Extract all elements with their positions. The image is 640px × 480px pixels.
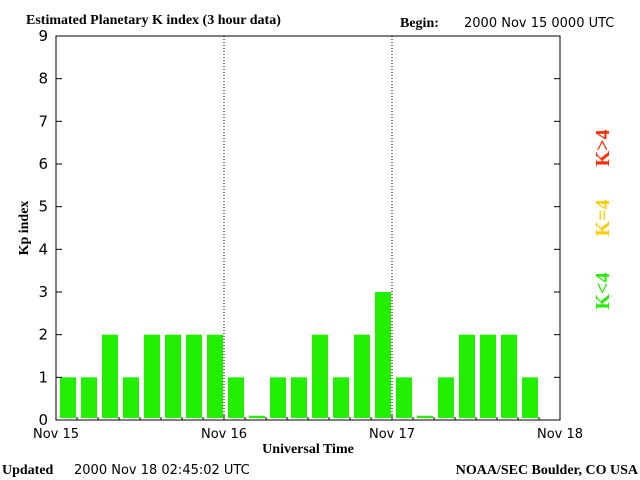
legend-k-equal-4: K=4 [592, 200, 614, 237]
bars [60, 292, 538, 418]
bar [459, 334, 475, 418]
y-tick-label: 8 [38, 70, 48, 88]
y-tick-label: 5 [38, 198, 48, 216]
bar [60, 377, 76, 418]
y-axis-label: Kp index [17, 201, 32, 256]
bar [480, 334, 496, 418]
bar [102, 334, 118, 418]
y-tick-label: 4 [38, 240, 48, 258]
bar [438, 377, 454, 418]
bar [207, 334, 223, 418]
y-tick-label: 3 [38, 283, 48, 301]
bar [186, 334, 202, 418]
x-tick-label: Nov 15 [33, 427, 79, 442]
bar [501, 334, 517, 418]
y-tick-labels: 0 1 2 3 4 5 6 7 8 9 [38, 27, 48, 429]
bar [165, 334, 181, 418]
bar [249, 415, 265, 418]
bar [144, 334, 160, 418]
y-tick-label: 9 [38, 27, 48, 45]
bar [375, 292, 391, 418]
bar [228, 377, 244, 418]
y-tick-label: 0 [38, 411, 48, 429]
bar [522, 377, 538, 418]
x-tick-label: Nov 17 [369, 427, 415, 442]
updated-label: Updated [2, 463, 54, 478]
y-tick-label: 2 [38, 326, 48, 344]
bar [123, 377, 139, 418]
bar [312, 334, 328, 418]
begin-label: Begin: [400, 16, 439, 31]
x-tick-label: Nov 18 [537, 427, 583, 442]
axis-ticks [55, 35, 561, 421]
y-tick-label: 1 [38, 368, 48, 386]
updated-value: 2000 Nov 18 02:45:02 UTC [74, 463, 250, 478]
bar [270, 377, 286, 418]
x-axis-label: Universal Time [262, 442, 354, 457]
begin-value: 2000 Nov 15 0000 UTC [464, 16, 614, 31]
bar [354, 334, 370, 418]
bar [81, 377, 97, 418]
y-tick-label: 7 [38, 112, 48, 130]
day-separators [223, 36, 393, 420]
y-tick-label: 6 [38, 155, 48, 173]
x-tick-labels: Nov 15 Nov 16 Nov 17 Nov 18 [33, 427, 583, 442]
legend-k-less-4: K<4 [592, 273, 614, 310]
bar [396, 377, 412, 418]
legend-k-greater-4: K>4 [592, 130, 614, 167]
bar [417, 415, 433, 418]
x-tick-label: Nov 16 [201, 427, 247, 442]
bar [333, 377, 349, 418]
credit: NOAA/SEC Boulder, CO USA [456, 463, 639, 478]
bar [291, 377, 307, 418]
chart-title: Estimated Planetary K index (3 hour data… [26, 13, 281, 28]
